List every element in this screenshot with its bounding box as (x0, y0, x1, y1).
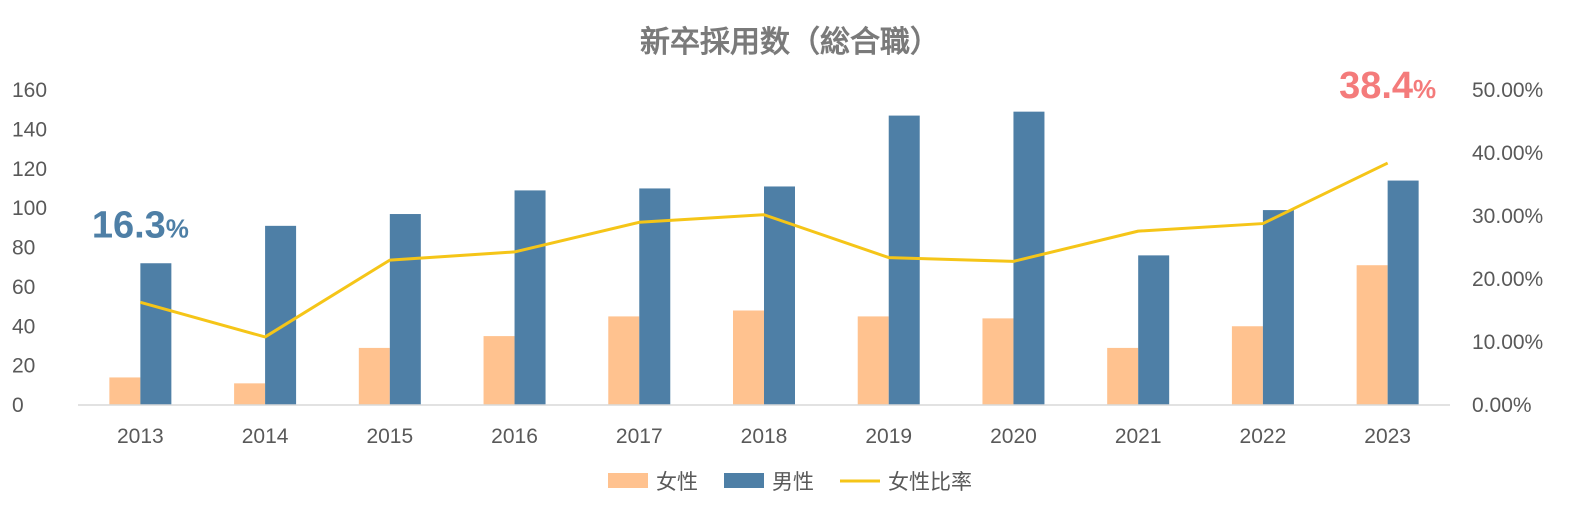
left-tick-label: 120 (12, 158, 47, 181)
left-tick-label: 80 (12, 237, 35, 260)
legend-swatch (724, 473, 764, 488)
bar-女性-2020 (982, 318, 1014, 405)
legend-label: 男性 (772, 470, 814, 494)
bar-女性-2023 (1356, 265, 1388, 405)
right-tick-label: 40.00% (1472, 142, 1543, 165)
left-tick-label: 0 (12, 394, 24, 417)
legend: 女性 男性 女性比率 (608, 470, 972, 494)
x-tick-label: 2018 (741, 425, 788, 448)
bar-女性-2021 (1107, 347, 1139, 405)
annotation-number: 38.4 (1339, 65, 1413, 107)
x-tick-label: 2014 (242, 425, 289, 448)
legend-label: 女性比率 (888, 470, 972, 494)
bar-女性-2022 (1231, 326, 1263, 405)
line-series (139, 161, 1389, 339)
x-tick-label: 2021 (1115, 425, 1162, 448)
bar-女性-2016 (483, 336, 515, 405)
right-axis: 0.00% 10.00% 20.00% 30.00% 40.00% 50.00% (1472, 79, 1543, 417)
bar-男性-2022 (1262, 210, 1294, 405)
left-tick-label: 100 (12, 197, 47, 220)
x-tick-label: 2019 (865, 425, 912, 448)
bar-男性-2014 (265, 225, 297, 405)
bar-女性-2019 (857, 316, 889, 405)
bar-女性-2013 (109, 377, 141, 405)
bar-男性-2017 (639, 188, 671, 405)
right-tick-label: 0.00% (1472, 394, 1532, 417)
annotation-number: 16.3 (92, 204, 166, 246)
right-tick-label: 50.00% (1472, 79, 1543, 102)
x-axis: 2013 2014 2015 2016 2017 2018 2019 2020 2021 2022… (117, 425, 1411, 448)
left-tick-label: 20 (12, 355, 35, 378)
annotation-label: 16.3% (92, 204, 189, 246)
legend-label: 女性 (656, 470, 698, 494)
chart-title: 新卒採用数（総合職） (640, 25, 940, 60)
annotations: 16.3%38.4% (92, 65, 1436, 246)
x-tick-label: 2020 (990, 425, 1037, 448)
bar-男性-2013 (140, 263, 172, 405)
annotation-label: 38.4% (1339, 65, 1436, 107)
legend-swatch (608, 473, 648, 488)
bar-男性-2021 (1138, 255, 1170, 405)
bar-男性-2015 (389, 214, 421, 405)
bar-女性-2014 (234, 383, 266, 405)
right-tick-label: 20.00% (1472, 268, 1543, 291)
left-tick-label: 60 (12, 276, 35, 299)
x-tick-label: 2015 (366, 425, 413, 448)
annotation-unit: % (166, 213, 189, 243)
bar-男性-2019 (888, 115, 920, 405)
bar-男性-2016 (514, 190, 546, 405)
left-tick-label: 140 (12, 118, 47, 141)
right-tick-label: 30.00% (1472, 205, 1543, 228)
bar-男性-2023 (1387, 180, 1419, 405)
x-tick-label: 2023 (1364, 425, 1411, 448)
bar-女性-2018 (733, 310, 764, 405)
left-tick-label: 40 (12, 315, 35, 338)
x-tick-label: 2022 (1240, 425, 1287, 448)
left-axis: 0 20 40 60 80 100 120 140 160 (12, 79, 47, 417)
line-女性比率 (139, 161, 1389, 339)
right-tick-label: 10.00% (1472, 331, 1543, 354)
bar-女性-2017 (608, 316, 640, 405)
bar-series (109, 111, 1419, 405)
bar-女性-2015 (358, 347, 390, 405)
x-tick-label: 2013 (117, 425, 164, 448)
x-tick-label: 2017 (616, 425, 663, 448)
annotation-unit: % (1413, 74, 1436, 104)
x-tick-label: 2016 (491, 425, 538, 448)
left-tick-label: 160 (12, 79, 47, 102)
